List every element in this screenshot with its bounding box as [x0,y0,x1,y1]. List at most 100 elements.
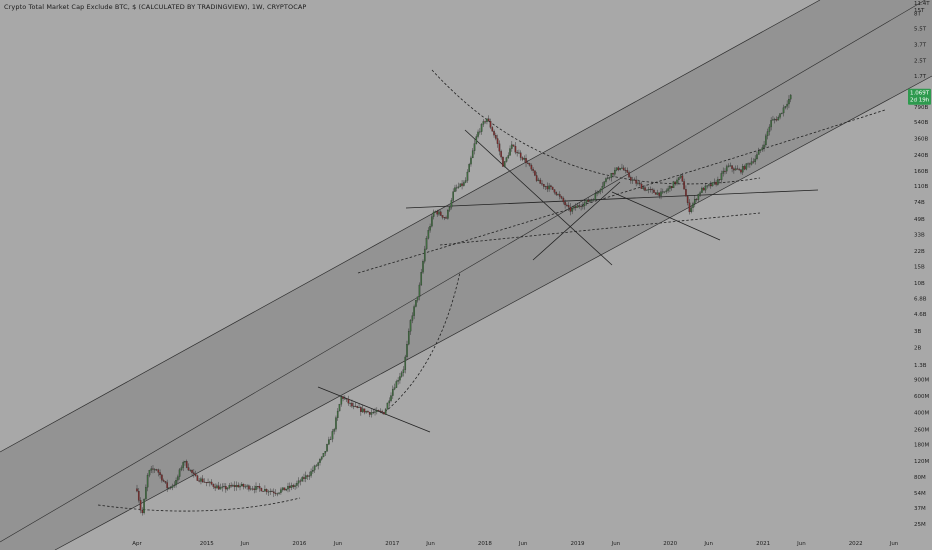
candle-down [377,410,380,412]
candle-up [789,94,792,100]
candle-up [324,451,327,454]
candle-down [542,184,545,187]
candle-up [392,389,394,396]
candle-down [487,118,490,122]
candle-up [509,148,511,156]
candle-up [361,408,364,412]
candle-down [685,189,687,197]
candle-down [288,485,291,488]
candle-down [345,398,348,400]
candle-up [322,453,325,457]
candle-up [473,143,476,152]
candle-down [752,161,755,163]
candle-down [525,158,527,164]
candle-down [555,192,558,195]
candle-up [374,411,376,413]
candle-down [363,408,366,413]
candle-down [653,189,655,193]
candle-down [196,475,199,481]
candle-up [180,467,183,470]
candle-down [260,488,263,492]
candle-up [672,181,675,189]
candle-down [253,488,256,490]
candle-down [738,169,740,171]
candle-up [407,331,410,345]
candle-down [709,184,712,187]
candle-up [400,372,403,377]
y-tick-label: 80M [914,475,926,481]
current-price-tag[interactable]: 1.069T 2d 19h [908,88,931,105]
y-tick-label: 260M [914,428,929,434]
x-tick-label: 2016 [292,541,306,547]
candle-up [706,185,709,187]
candle-up [576,205,579,208]
candle-down [445,217,447,219]
candle-up [677,177,680,181]
candle-down [225,486,227,490]
candle-down [562,198,565,203]
x-tick-label: 2021 [756,541,770,547]
candle-down [539,179,542,184]
x-axis[interactable]: Apr 2015 Jun 2016 Jun 2017 Jun 2018 Jun 2019 Jun 20… [132,541,899,547]
candle-up [221,486,224,488]
y-tick-label: 900M [914,378,929,384]
candle-up [631,179,634,181]
candle-down [356,406,359,408]
candle-up [226,487,229,490]
y-tick-label: 360B [914,137,928,143]
candle-up [413,306,415,316]
candle-up [297,480,300,484]
candle-up [537,179,540,181]
candle-down [489,121,492,128]
candle-up [704,185,707,191]
y-tick-label: 54M [914,491,926,497]
candle-up [479,131,481,133]
candle-up [416,296,419,301]
arc-bottom-2014 [97,497,301,512]
candle-up [511,144,513,149]
candle-up [596,192,598,194]
candle-up [779,113,781,118]
candle-up [429,226,431,231]
y-tick-label: 400M [914,410,929,416]
candle-up [454,187,456,192]
candle-down [152,468,154,470]
candle-up [592,199,595,201]
candle-up [278,492,280,494]
candle-down [683,181,685,190]
candle-down [587,199,590,202]
candle-down [514,146,517,153]
candle-up [264,489,266,492]
candle-down [217,485,220,490]
candle-up [614,170,616,175]
candle-up [619,168,621,170]
candle-up [656,192,659,195]
candle-up [397,380,399,382]
candle-up [518,152,520,154]
candle-up [722,170,725,174]
candle-down [139,500,142,511]
candle-up [219,487,222,490]
candle-down [688,202,691,213]
candle-up [384,409,387,415]
y-tick-label: 37M [914,506,926,512]
candle-up [637,182,639,184]
candle-up [770,120,772,128]
y-axis[interactable]: 11.4T15T8T5.5T3.7T2.5T1.7T1.1T790B540B36… [914,1,930,528]
candle-up [782,107,785,114]
candle-down [351,402,353,407]
candle-down [715,181,717,185]
candle-down [500,151,502,158]
support-curve-2017-2021 [357,109,886,274]
candle-up [697,194,700,200]
candle-up [431,216,433,227]
candle-up [415,300,417,307]
candle-down [702,187,705,191]
candle-down [436,210,439,215]
y-tick-label: 240B [914,153,928,159]
x-tick-label: 2018 [478,541,492,547]
candle-up [713,181,716,183]
candle-up [523,158,526,160]
